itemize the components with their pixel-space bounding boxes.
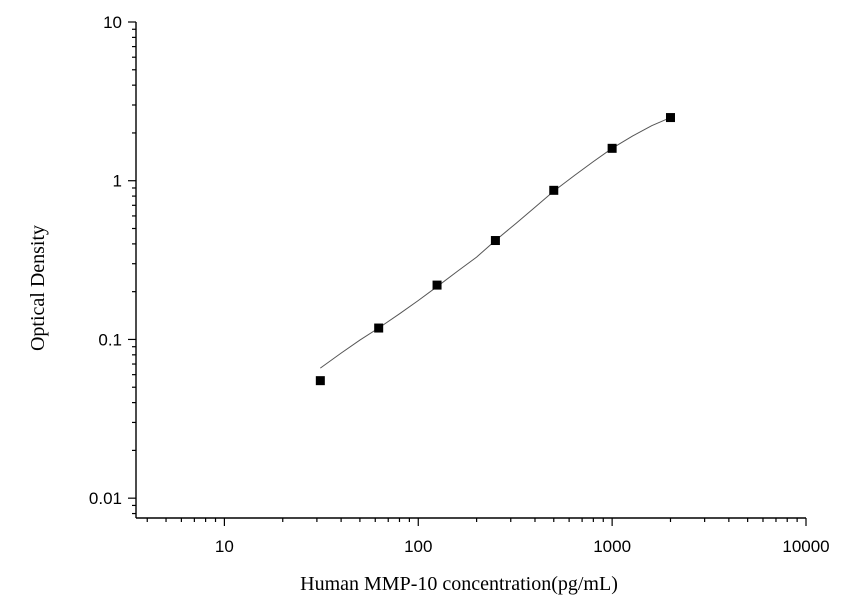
series-layer xyxy=(315,113,675,386)
x-ticks xyxy=(146,518,807,526)
axes xyxy=(135,22,806,519)
data-point-marker xyxy=(665,113,675,123)
y-tick-label: 10 xyxy=(103,13,122,32)
y-tick-label: 1 xyxy=(113,172,122,191)
data-point-marker xyxy=(607,143,617,153)
data-point-marker xyxy=(432,280,442,290)
y-axis-title: Optical Density xyxy=(27,225,49,351)
x-tick-label: 10 xyxy=(215,537,234,556)
y-tick-label: 0.01 xyxy=(89,489,122,508)
data-point-marker xyxy=(315,376,325,386)
x-tick-label: 100 xyxy=(404,537,432,556)
x-axis-title: Human MMP-10 concentration(pg/mL) xyxy=(300,573,618,595)
data-point-marker xyxy=(490,236,500,246)
data-point-marker xyxy=(374,323,384,333)
y-tick-labels: 0.01 0.1 1 10 xyxy=(89,13,122,508)
x-tick-label: 10000 xyxy=(782,537,829,556)
y-tick-label: 0.1 xyxy=(98,330,122,349)
x-tick-labels: 10 100 1000 10000 xyxy=(215,537,830,556)
y-ticks xyxy=(128,21,136,515)
x-tick-label: 1000 xyxy=(593,537,631,556)
data-point-marker xyxy=(549,185,559,195)
